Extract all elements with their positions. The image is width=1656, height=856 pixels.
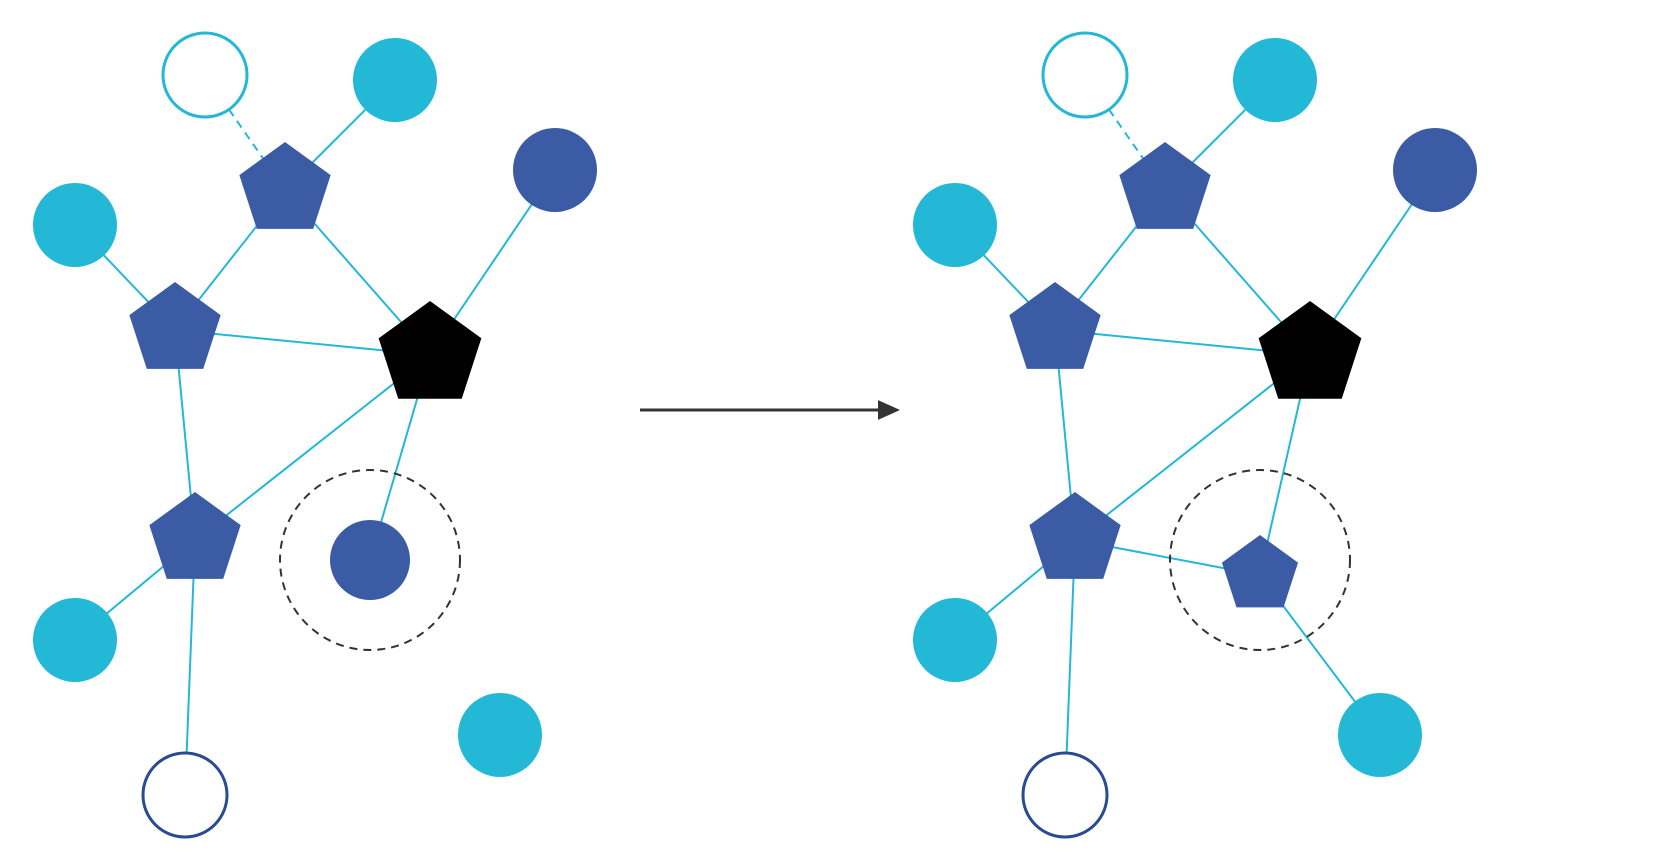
node-c7	[458, 693, 542, 777]
node-c1	[1043, 33, 1127, 117]
network-diagram	[0, 0, 1656, 856]
right-graph	[913, 33, 1477, 837]
node-p1	[239, 142, 330, 229]
transition-arrow	[640, 400, 900, 420]
node-c2	[353, 38, 437, 122]
node-c4	[1393, 128, 1477, 212]
node-c5	[33, 598, 117, 682]
node-c3	[33, 183, 117, 267]
node-p4	[149, 492, 240, 579]
node-c3	[913, 183, 997, 267]
arrow-head-icon	[878, 400, 900, 420]
node-p4	[1029, 492, 1120, 579]
node-hp	[1222, 535, 1298, 607]
node-hc	[330, 520, 410, 600]
left-graph-nodes	[33, 33, 597, 837]
node-c6	[1023, 753, 1107, 837]
node-c4	[513, 128, 597, 212]
node-c7	[1338, 693, 1422, 777]
left-graph	[33, 33, 597, 837]
right-graph-nodes	[913, 33, 1477, 837]
node-p3	[379, 301, 482, 399]
node-c5	[913, 598, 997, 682]
node-c6	[143, 753, 227, 837]
node-p3	[1259, 301, 1362, 399]
node-c1	[163, 33, 247, 117]
node-p1	[1119, 142, 1210, 229]
node-c2	[1233, 38, 1317, 122]
